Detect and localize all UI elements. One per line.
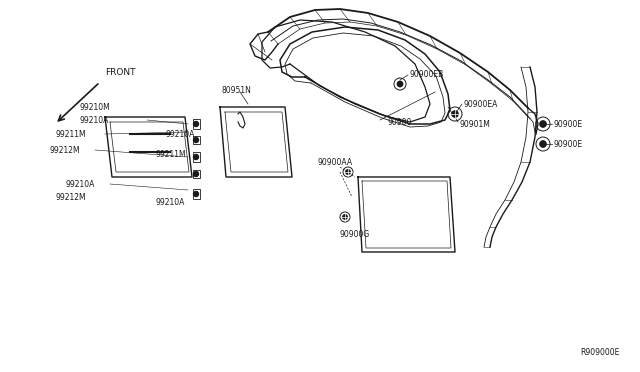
Circle shape: [193, 138, 198, 142]
Circle shape: [193, 154, 198, 160]
Text: R909000E: R909000E: [580, 348, 620, 357]
Text: 90900G: 90900G: [340, 230, 371, 238]
Bar: [193, 119, 200, 129]
Circle shape: [343, 215, 348, 219]
Text: 99210M: 99210M: [80, 103, 111, 112]
Circle shape: [397, 81, 403, 87]
Text: 99210A: 99210A: [155, 198, 184, 206]
Text: 90901M: 90901M: [460, 119, 491, 128]
Text: 90900AA: 90900AA: [318, 157, 353, 167]
Bar: [193, 170, 200, 178]
Text: 90900E: 90900E: [553, 140, 582, 148]
Bar: [193, 136, 200, 144]
Bar: [193, 152, 200, 162]
Circle shape: [452, 111, 458, 117]
Text: 99210A: 99210A: [165, 129, 195, 138]
Circle shape: [346, 170, 350, 174]
Text: 99212M: 99212M: [50, 145, 81, 154]
Text: FRONT: FRONT: [105, 68, 136, 77]
Text: 80951N: 80951N: [222, 86, 252, 94]
Circle shape: [540, 121, 546, 127]
Circle shape: [193, 171, 198, 176]
Text: 99212M: 99212M: [55, 192, 86, 202]
Text: 90900E: 90900E: [553, 119, 582, 128]
Text: 99211M: 99211M: [155, 150, 186, 158]
Text: 99210A: 99210A: [80, 115, 109, 125]
Text: 99210A: 99210A: [65, 180, 94, 189]
Circle shape: [193, 192, 198, 196]
Text: 90900EA: 90900EA: [463, 99, 497, 109]
Text: 99211M: 99211M: [55, 129, 86, 138]
Circle shape: [193, 122, 198, 126]
Bar: [193, 189, 200, 199]
Text: 90900EB: 90900EB: [410, 70, 444, 78]
Text: 90900: 90900: [388, 118, 412, 126]
Circle shape: [540, 141, 546, 147]
